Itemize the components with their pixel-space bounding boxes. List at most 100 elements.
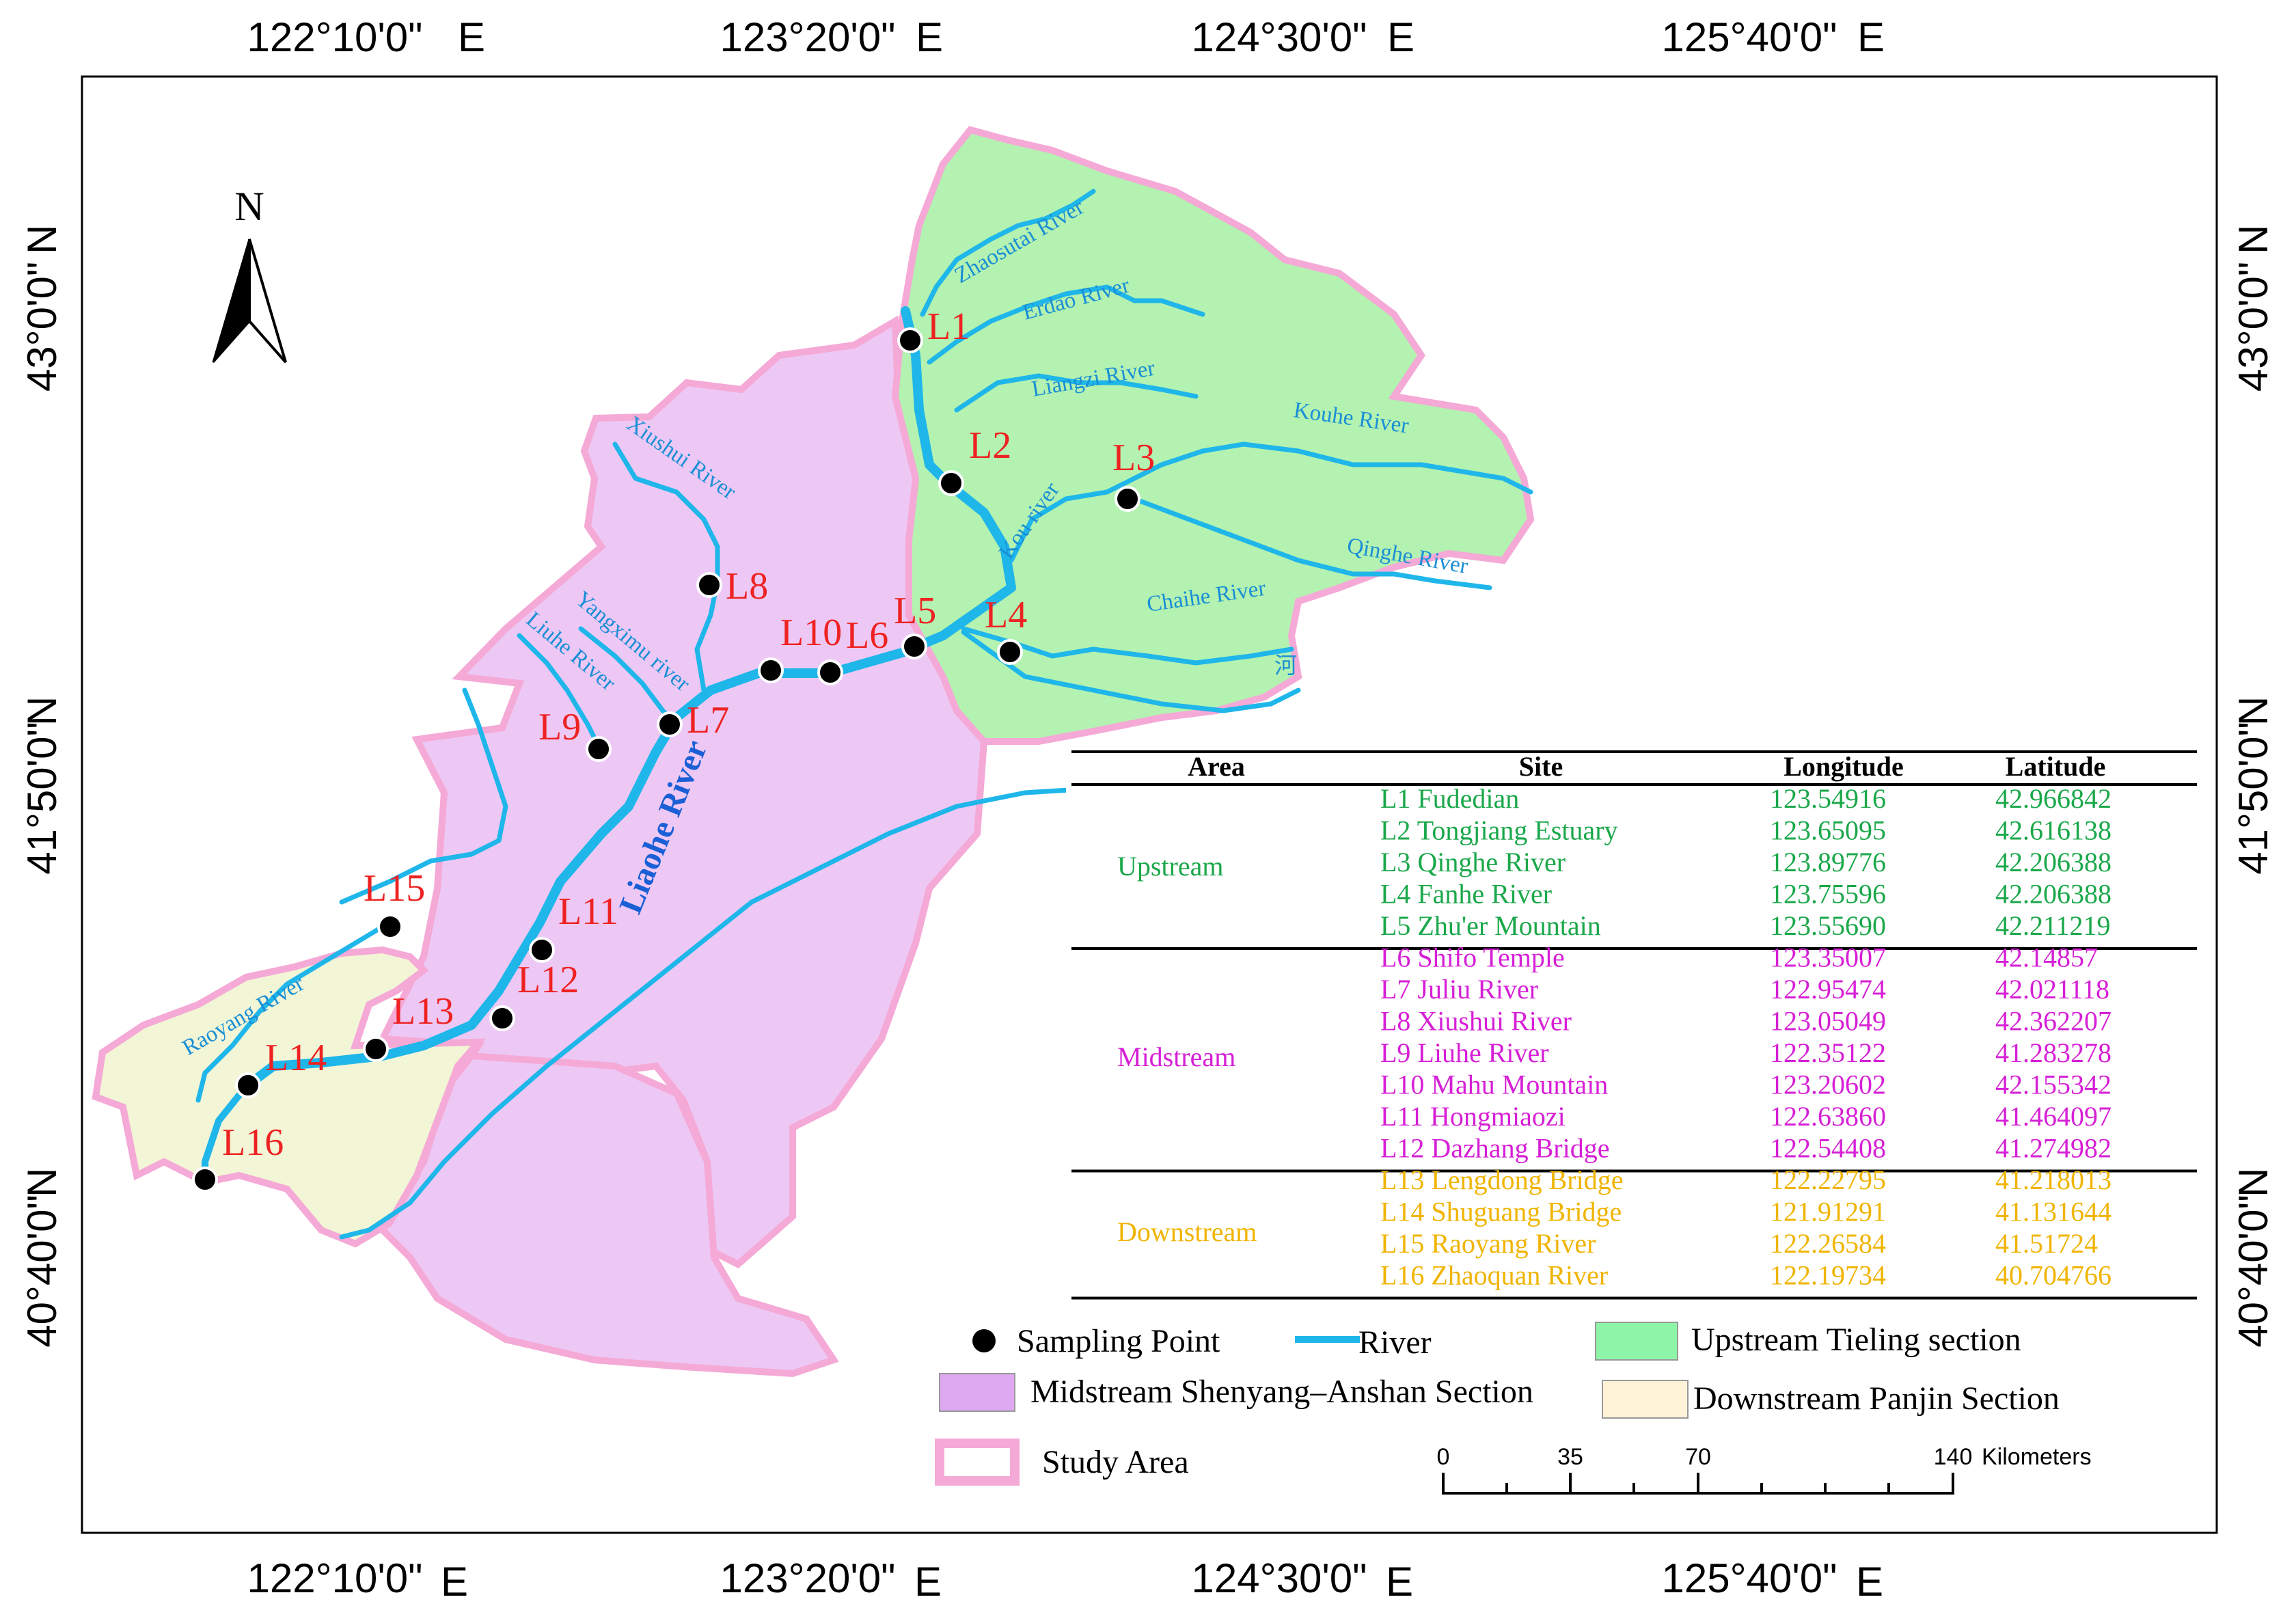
sampling-point-L4[interactable] <box>997 639 1023 665</box>
sampling-point-L5[interactable] <box>901 633 927 659</box>
raoyang-river <box>195 920 392 1103</box>
site-label-L1: L1 <box>927 305 970 348</box>
table-cell-site: L7 Juliu River <box>1380 974 1538 1005</box>
table-cell-lon: 122.95474 <box>1770 974 1886 1005</box>
site-label-L6: L6 <box>846 614 888 657</box>
table-header-latitude: Latitude <box>2006 751 2106 782</box>
lon-suffix-top-1: E <box>458 14 485 60</box>
qinghe-river <box>1132 496 1492 590</box>
table-cell-site: L3 Qinghe River <box>1380 847 1566 877</box>
table-cell-lat: 41.283278 <box>1995 1037 2112 1068</box>
table-cell-lon: 122.19734 <box>1770 1260 1886 1291</box>
sampling-point-L9[interactable] <box>586 736 612 762</box>
kouhe-river <box>1009 441 1533 563</box>
table-cell-lon: 123.65095 <box>1770 815 1886 846</box>
table-cell-lat: 42.966842 <box>1995 783 2112 814</box>
lat-suffix-right-1: N <box>2230 225 2276 254</box>
legend-study-area-swatch <box>935 1439 1020 1486</box>
sampling-points <box>192 327 1140 1193</box>
hun-taizi-river <box>339 787 1082 1240</box>
table-cell-lat: 42.616138 <box>1995 815 2112 846</box>
bottom-longitude-labels: 122°10'0" E 123°20'0" E 124°30'0" E 125°… <box>247 1555 1884 1605</box>
table-cell-lon: 121.91291 <box>1770 1197 1886 1227</box>
scale-tick-35: 35 <box>1557 1444 1583 1470</box>
upstream-region <box>891 126 1535 745</box>
table-cell-site: L12 Dazhang Bridge <box>1380 1133 1609 1164</box>
sampling-point-L15[interactable] <box>377 914 403 940</box>
legend-upstream: Upstream Tieling section <box>1595 1322 2021 1361</box>
site-label-L13: L13 <box>392 990 454 1033</box>
site-label-L14: L14 <box>265 1037 327 1079</box>
table-cell-lat: 42.206388 <box>1995 847 2112 877</box>
lat-label-right-3: 40°40'0" <box>2230 1195 2276 1348</box>
lat-label-right-2: 41°50'0" <box>2230 722 2276 875</box>
table-cell-lon: 123.20602 <box>1770 1069 1886 1100</box>
sampling-point-L1[interactable] <box>897 327 923 353</box>
table-area-label: Midstream <box>1117 1041 1235 1072</box>
sampling-point-L13[interactable] <box>363 1036 389 1062</box>
he-char-label: 河 <box>1274 654 1297 679</box>
scale-tick-70: 70 <box>1685 1444 1711 1470</box>
site-label-L10: L10 <box>780 612 842 654</box>
table-cell-lat: 41.218013 <box>1995 1164 2112 1195</box>
sampling-point-L2[interactable] <box>938 470 964 496</box>
lon-suffix-top-3: E <box>1387 14 1414 60</box>
lat-label-right-1: 43°0'0" <box>2230 262 2276 392</box>
site-label-L7: L7 <box>687 699 729 741</box>
site-label-L12: L12 <box>517 959 579 1001</box>
legend-study-area: Study Area <box>935 1439 1189 1486</box>
downstream-region <box>92 946 487 1248</box>
sampling-point-L8[interactable] <box>696 572 722 598</box>
table-cell-lat: 41.131644 <box>1995 1197 2112 1227</box>
lon-label-top-2: 123°20'0" <box>720 14 896 60</box>
table-cell-lat: 42.211219 <box>1995 910 2111 941</box>
sampling-point-L7[interactable] <box>657 711 683 737</box>
south-east-tributary <box>961 629 1301 713</box>
table-cell-lon: 123.54916 <box>1770 783 1886 814</box>
table-cell-site: L1 Fudedian <box>1380 783 1519 814</box>
table-area-label: Downstream <box>1117 1216 1257 1247</box>
west-tributary <box>339 687 508 905</box>
lat-suffix-right-2: N <box>2230 696 2276 726</box>
table-cell-site: L16 Zhaoquan River <box>1380 1260 1608 1291</box>
table-cell-site: L4 Fanhe River <box>1380 879 1552 910</box>
sampling-point-L12[interactable] <box>489 1005 515 1031</box>
table-cell-lon: 123.75596 <box>1770 879 1886 910</box>
xiushui-river <box>612 441 720 693</box>
north-arrow-label: N <box>234 184 264 229</box>
site-label-L11: L11 <box>558 890 618 933</box>
site-label-L5: L5 <box>894 590 936 632</box>
sampling-point-L16[interactable] <box>192 1167 218 1193</box>
table-cell-site: L8 Xiushui River <box>1380 1006 1572 1037</box>
lat-suffix-left-1: N <box>19 225 65 254</box>
scale-unit: Kilometers <box>1982 1444 2092 1470</box>
sampling-point-L10[interactable] <box>758 657 784 683</box>
lon-suffix-bottom-3: E <box>1386 1559 1413 1605</box>
legend-downstream-label: Downstream Panjin Section <box>1693 1380 2060 1417</box>
legend-downstream: Downstream Panjin Section <box>1602 1380 2060 1419</box>
erdao-river <box>927 284 1205 365</box>
legend-sampling-point-label: Sampling Point <box>1017 1323 1220 1359</box>
legend-river: River <box>1295 1324 1432 1361</box>
north-arrow-icon-right <box>248 239 287 364</box>
legend-upstream-swatch <box>1595 1322 1678 1361</box>
table-cell-lat: 40.704766 <box>1995 1260 2112 1291</box>
sampling-point-L11[interactable] <box>529 937 555 963</box>
sampling-point-L3[interactable] <box>1115 486 1140 512</box>
site-label-L4: L4 <box>985 594 1027 636</box>
table-cell-site: L14 Shuguang Bridge <box>1380 1197 1622 1227</box>
table-cell-site: L10 Mahu Mountain <box>1380 1069 1608 1100</box>
sampling-point-L6[interactable] <box>817 659 843 685</box>
lat-suffix-left-2: N <box>19 696 65 726</box>
left-latitude-labels: 43°0'0" N 41°50'0" N 40°40'0" N <box>19 225 65 1348</box>
legend-upstream-label: Upstream Tieling section <box>1691 1322 2021 1358</box>
table-cell-lon: 122.35122 <box>1770 1037 1886 1068</box>
site-label-L3: L3 <box>1112 437 1155 479</box>
sampling-point-L14[interactable] <box>235 1072 261 1098</box>
liangzi-river <box>954 373 1199 413</box>
table-cell-lon: 123.55690 <box>1770 910 1886 941</box>
table-cell-site: L13 Lengdong Bridge <box>1380 1164 1624 1195</box>
table-cell-site: L5 Zhu'er Mountain <box>1380 910 1601 941</box>
table-cell-lat: 42.362207 <box>1995 1006 2112 1037</box>
